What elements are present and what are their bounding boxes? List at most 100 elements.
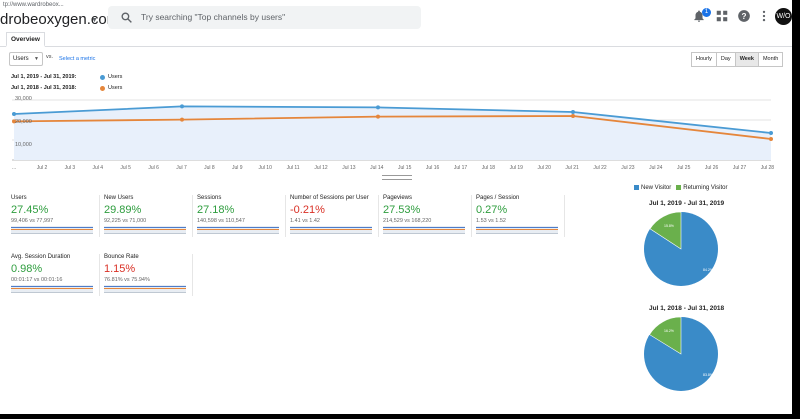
metric-select[interactable]: Users ▼ (9, 52, 43, 66)
legend-range: Jul 1, 2018 - Jul 31, 2018: (11, 85, 77, 91)
select-metric-link[interactable]: Select a metric (59, 56, 96, 62)
users-line-chart: 30,000 20,000 10,000 ... Jul 2 Jul 3 Jul 4 J… (0, 95, 792, 180)
metric-comparison: 214,529 vs 168,220 (383, 218, 432, 224)
more-vert-icon[interactable] (757, 9, 771, 23)
metric-select-value: Users (13, 56, 29, 62)
data-point[interactable] (12, 119, 16, 124)
apps-grid-icon[interactable] (715, 9, 729, 23)
metric-card[interactable]: New Users 29.89% 92,225 vs 71,000 (104, 195, 195, 250)
property-selector[interactable]: drobeoxygen.com (0, 11, 120, 28)
data-point[interactable] (376, 105, 380, 110)
metric-divider (192, 195, 193, 237)
data-point[interactable] (376, 114, 380, 119)
data-point[interactable] (180, 104, 184, 109)
legend-label: Users (108, 74, 123, 80)
top-header: tp://www.wardrobeox... drobeoxygen.com ▼… (0, 0, 792, 36)
metric-change: 0.98% (11, 263, 43, 275)
metric-card[interactable]: Number of Sessions per User -0.21% 1.41 vs… (290, 195, 381, 250)
help-icon[interactable]: ? (737, 9, 751, 23)
visitor-pie-2018: 83.8% 16.2% (644, 316, 718, 391)
x-tick-label: Jul 15 (398, 165, 412, 171)
metric-divider (471, 195, 472, 237)
y-tick-label: 30,000 (15, 96, 32, 102)
legend-label: New Visitor (641, 185, 672, 192)
metric-sparkline (11, 285, 93, 293)
x-tick-label: Jul 24 (649, 165, 663, 171)
metric-card[interactable]: Users 27.45% 99,406 vs 77,997 (11, 195, 102, 250)
sparkline-previous (104, 229, 186, 230)
data-point[interactable] (769, 131, 773, 135)
y-tick-label: 20,000 (15, 119, 32, 125)
sparkline-previous (290, 229, 372, 230)
pie-slice-label: 84.2% (703, 268, 713, 272)
sparkline-current (383, 227, 465, 228)
metric-change: 29.89% (104, 204, 142, 216)
chevron-down-icon[interactable]: ▼ (91, 17, 98, 24)
search-bar[interactable]: Try searching "Top channels by users" (108, 6, 421, 29)
sparkline-current (290, 227, 372, 228)
avatar[interactable]: W/O (775, 8, 792, 25)
period-day-button[interactable]: Day (715, 52, 736, 67)
url-text: tp://www.wardrobeox... (3, 2, 64, 8)
period-week-button[interactable]: Week (734, 52, 759, 67)
legend-label: Users (108, 85, 123, 91)
notification-badge: 1 (702, 8, 711, 17)
metric-name: Pages / Session (476, 195, 520, 201)
x-tick-label: Jul 23 (621, 165, 635, 171)
metric-divider (285, 195, 286, 237)
visitor-pie-2019: 84.2% 15.8% (644, 211, 718, 286)
data-point[interactable] (571, 114, 575, 118)
metric-divider (564, 195, 565, 237)
period-hourly-button[interactable]: Hourly (691, 52, 717, 67)
pie-legend: New Visitor Returning Visitor (634, 185, 728, 191)
metric-change: 1.15% (104, 263, 136, 275)
data-point[interactable] (12, 112, 16, 116)
x-tick-label: Jul 7 (176, 165, 187, 171)
svg-text:?: ? (742, 12, 747, 21)
metric-sparkline (290, 226, 372, 234)
period-month-button[interactable]: Month (757, 52, 784, 67)
metric-card[interactable]: Avg. Session Duration 0.98% 00:01:17 vs 00… (11, 254, 102, 309)
sparkline-current (104, 227, 186, 228)
metric-name: Sessions (197, 195, 222, 201)
metric-card[interactable]: Sessions 27.18% 140,598 vs 110,547 (197, 195, 288, 250)
metric-change: 27.53% (383, 204, 421, 216)
line-chart-svg (12, 99, 773, 161)
x-tick-label: Jul 10 (258, 165, 272, 171)
chart-resize-handle[interactable] (382, 175, 412, 180)
x-tick-label: Jul 21 (565, 165, 579, 171)
metric-name: Bounce Rate (104, 254, 139, 260)
metric-card[interactable]: Pageviews 27.53% 214,529 vs 168,220 (383, 195, 474, 250)
pie-title: Jul 1, 2018 - Jul 31, 2018 (649, 305, 725, 312)
data-point[interactable] (571, 110, 575, 114)
pie-slice-returning-visitor[interactable] (649, 316, 682, 355)
x-tick-label: Jul 6 (148, 165, 159, 171)
tab-overview[interactable]: Overview (6, 32, 45, 47)
metric-sparkline (476, 226, 558, 234)
pie-slice-returning-visitor[interactable] (649, 211, 682, 250)
sparkline-previous (104, 288, 186, 289)
pie-slice-label: 15.8% (664, 224, 674, 228)
pie-title: Jul 1, 2019 - Jul 31, 2019 (649, 200, 725, 207)
metric-divider (378, 195, 379, 237)
vs-label: vs. (46, 54, 54, 60)
data-point[interactable] (769, 137, 773, 141)
pie-slice-label: 83.8% (703, 373, 713, 377)
x-tick-label: Jul 8 (204, 165, 215, 171)
metric-comparison: 92,225 vs 71,000 (104, 218, 147, 224)
sparkline-current (104, 286, 186, 287)
y-tick-label: 10,000 (15, 142, 32, 148)
period-toggle: Hourly Day Week Month (691, 52, 784, 67)
x-tick-label: Jul 13 (342, 165, 356, 171)
metric-card[interactable]: Bounce Rate 1.15% 76.81% vs 75.94% (104, 254, 195, 309)
x-tick-label: Jul 18 (481, 165, 496, 171)
x-tick-label: Jul 22 (593, 165, 607, 171)
metric-sparkline (104, 285, 186, 293)
x-tick-label: Jul 19 (509, 165, 523, 171)
metric-comparison: 99,406 vs 77,997 (11, 218, 54, 224)
notifications-bell-icon[interactable] (692, 9, 706, 23)
x-tick-label: Jul 27 (732, 165, 747, 171)
data-point[interactable] (180, 117, 184, 122)
metric-card[interactable]: Pages / Session 0.27% 1.53 vs 1.52 (476, 195, 567, 250)
x-tick-label: Jul 26 (704, 165, 719, 171)
